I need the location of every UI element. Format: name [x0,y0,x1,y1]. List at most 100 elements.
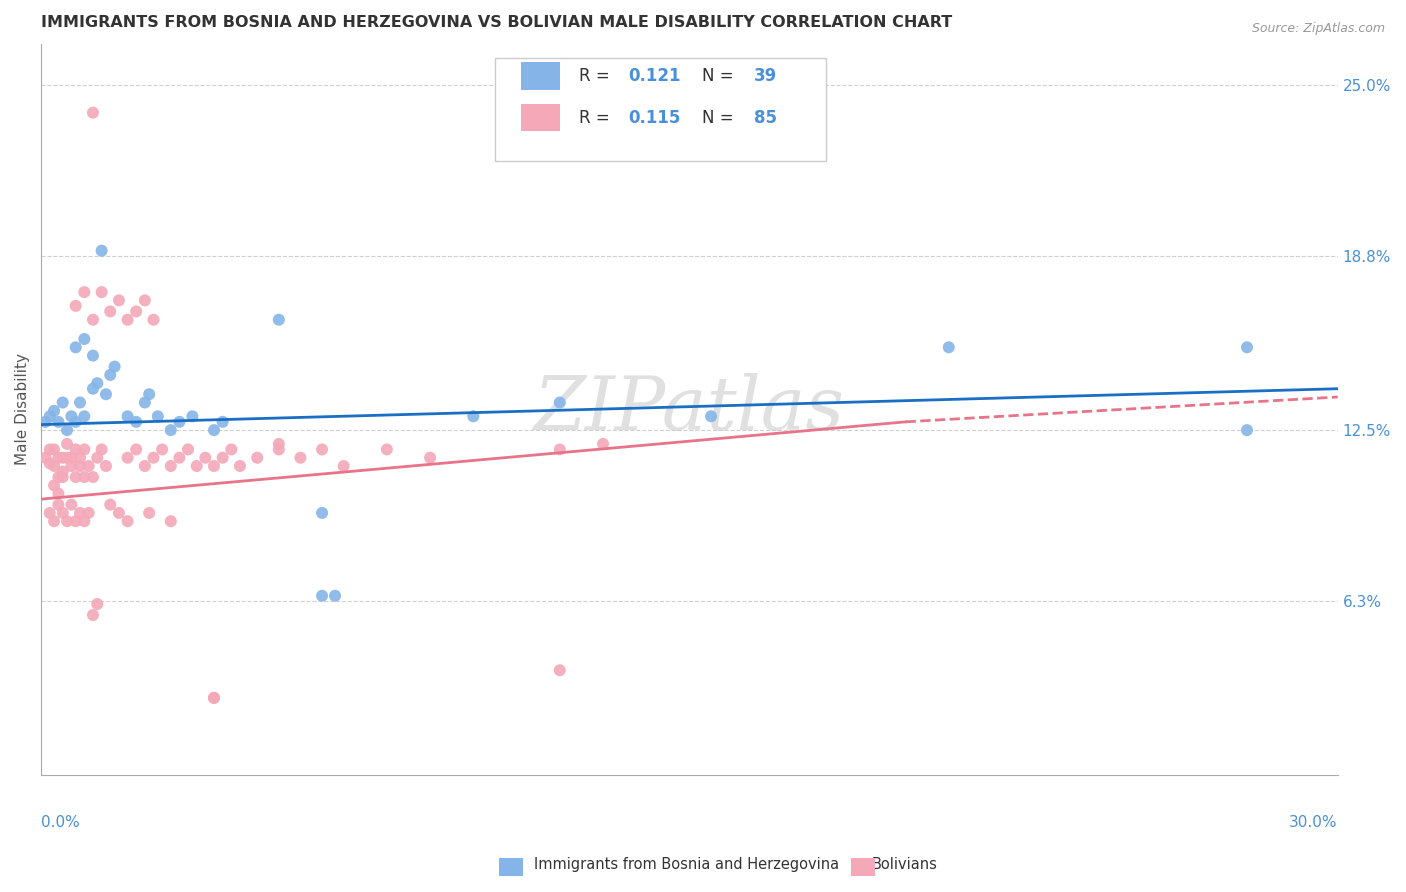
Point [42,458,65,473]
Point [82,382,104,396]
Point [134,395,156,409]
Point [56,423,79,437]
Y-axis label: Male Disability: Male Disability [15,353,30,466]
Point [42,514,65,528]
FancyBboxPatch shape [520,62,560,90]
Point [463,409,485,424]
Point [202,690,225,705]
Point [202,458,225,473]
Point [98,368,121,382]
Point [1236,423,1258,437]
Text: Source: ZipAtlas.com: Source: ZipAtlas.com [1251,22,1385,36]
Point [311,506,333,520]
Point [117,450,139,465]
Point [60,458,83,473]
Point [125,415,148,429]
Point [56,450,79,465]
FancyBboxPatch shape [495,58,825,161]
Text: 30.0%: 30.0% [1289,815,1337,830]
Point [138,506,160,520]
Point [48,470,70,484]
Point [82,312,104,326]
Point [82,349,104,363]
Point [98,304,121,318]
Point [229,458,252,473]
Point [548,663,571,677]
Point [108,293,131,308]
Point [125,304,148,318]
Point [267,442,290,457]
Point [38,506,60,520]
Point [38,442,60,457]
Point [202,423,225,437]
Point [65,470,87,484]
Point [159,423,181,437]
Point [73,470,96,484]
Point [169,415,191,429]
Point [267,312,290,326]
Text: 0.0%: 0.0% [41,815,80,830]
Point [181,409,204,424]
Point [56,514,79,528]
Point [938,340,960,354]
Point [419,450,441,465]
Point [69,450,91,465]
Text: N =: N = [703,109,740,127]
Point [69,506,91,520]
Point [69,395,91,409]
Point [48,486,70,500]
Point [42,478,65,492]
Point [82,608,104,623]
Point [548,395,571,409]
Point [186,458,208,473]
Point [65,514,87,528]
Point [134,293,156,308]
Point [60,498,83,512]
Point [86,597,108,611]
Point [108,506,131,520]
Point [90,244,112,258]
Point [73,332,96,346]
Point [194,450,217,465]
Point [42,404,65,418]
Point [38,456,60,470]
Point [34,415,56,429]
Point [52,506,75,520]
Text: 0.121: 0.121 [628,67,681,85]
Point [159,458,181,473]
Point [202,690,225,705]
Point [146,409,169,424]
Point [60,450,83,465]
Point [73,409,96,424]
Point [90,285,112,299]
Text: N =: N = [703,67,740,85]
Point [219,442,242,457]
Point [169,450,191,465]
Point [82,470,104,484]
Point [60,409,83,424]
Point [138,387,160,401]
Point [94,387,117,401]
Text: Bolivians: Bolivians [872,857,938,872]
Point [56,437,79,451]
Point [73,514,96,528]
Point [86,376,108,391]
Point [77,458,100,473]
Point [1236,340,1258,354]
Point [267,437,290,451]
Point [117,409,139,424]
Point [375,442,398,457]
Text: 85: 85 [754,109,778,127]
Point [117,514,139,528]
Point [82,105,104,120]
Point [150,442,173,457]
Text: ZIPatlas: ZIPatlas [534,373,845,446]
Point [65,415,87,429]
Point [90,442,112,457]
Point [117,312,139,326]
Point [69,458,91,473]
Point [65,340,87,354]
Point [592,437,614,451]
Point [311,589,333,603]
FancyBboxPatch shape [520,103,560,131]
